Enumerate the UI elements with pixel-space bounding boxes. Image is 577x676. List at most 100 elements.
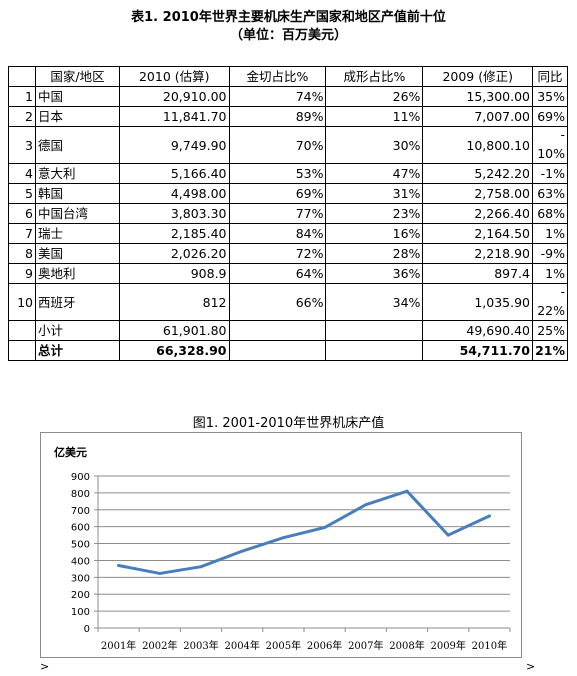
row-cutting: 74%	[228, 86, 327, 107]
row-index: 7	[8, 223, 36, 244]
table-row: 5 韩国 4,498.00 69% 31% 2,758.00 63%	[8, 183, 568, 204]
header-forming: 成形占比%	[325, 66, 424, 87]
header-country: 国家/地区	[35, 66, 120, 87]
row-cutting: 53%	[228, 163, 327, 184]
figure-title: 图1. 2001-2010年世界机床产值	[192, 416, 385, 431]
row-country: 西班牙	[35, 283, 120, 321]
y-tick-label: 900	[71, 472, 90, 483]
row-yoy-value: 22%	[537, 303, 565, 318]
row-2010: 11,841.70	[119, 106, 230, 127]
row-yoy: 68%	[532, 203, 568, 224]
y-tick-label: 0	[84, 624, 90, 635]
row-2010: 5,166.40	[119, 163, 230, 184]
total-cutting	[228, 340, 327, 361]
table-row: 6 中国台湾 3,803.30 77% 23% 2,266.40 68%	[8, 203, 568, 224]
row-cutting: 77%	[228, 203, 327, 224]
y-tick-label: 800	[71, 489, 90, 500]
subtotal-index	[8, 320, 36, 341]
row-2009: 15,300.00	[422, 86, 533, 107]
chart-border	[40, 432, 522, 658]
header-cutting: 金切占比%	[228, 66, 327, 87]
x-tick-label: 2007年	[348, 639, 383, 652]
row-2009: 10,800.10	[422, 126, 533, 164]
row-2009: 5,242.20	[422, 163, 533, 184]
row-forming: 34%	[325, 283, 424, 321]
y-axis-label: 亿美元	[54, 445, 87, 459]
total-2010: 66,328.90	[119, 340, 230, 361]
row-2009: 7,007.00	[422, 106, 533, 127]
data-point	[364, 503, 368, 507]
subtotal-2010: 61,901.80	[119, 320, 230, 341]
row-2009: 2,218.90	[422, 243, 533, 264]
table-row: 4 意大利 5,166.40 53% 47% 5,242.20 -1%	[8, 163, 568, 184]
x-tick-label: 2005年	[266, 639, 301, 652]
row-index: 10	[8, 283, 36, 321]
row-yoy: -1%	[532, 163, 568, 184]
row-forming: 23%	[325, 203, 424, 224]
row-2010: 812	[119, 283, 230, 321]
row-2010: 908.9	[119, 263, 230, 284]
total-label: 总计	[35, 340, 120, 361]
row-2010: 20,910.00	[119, 86, 230, 107]
row-yoy: 1%	[532, 223, 568, 244]
row-cutting: 72%	[228, 243, 327, 264]
row-yoy: 35%	[532, 86, 568, 107]
total-yoy: 21%	[532, 340, 568, 361]
table-row: 10 西班牙 812 66% 34% 1,035.90 - 22%	[8, 283, 568, 321]
table-row: 7 瑞士 2,185.40 84% 16% 2,164.50 1%	[8, 223, 568, 244]
marker-right: >	[526, 660, 536, 673]
table-row: 9 奥地利 908.9 64% 36% 897.4 1%	[8, 263, 568, 284]
row-2009: 2,266.40	[422, 203, 533, 224]
y-tick-label: 600	[71, 523, 90, 534]
row-cutting: 89%	[228, 106, 327, 127]
table-row: 3 德国 9,749.90 70% 30% 10,800.10 - 10%	[8, 126, 568, 164]
data-point	[487, 514, 491, 518]
row-index: 5	[8, 183, 36, 204]
row-cutting: 70%	[228, 126, 327, 164]
table-header-row: 国家/地区 2010 (估算) 金切占比% 成形占比% 2009 (修正) 同比	[8, 66, 568, 87]
x-tick-label: 2010年	[472, 639, 507, 652]
row-yoy: - 10%	[532, 126, 568, 164]
subtotal-label: 小计	[35, 320, 120, 341]
production-table: 国家/地区 2010 (估算) 金切占比% 成形占比% 2009 (修正) 同比…	[8, 66, 568, 361]
row-yoy-sign: -	[560, 284, 565, 299]
row-index: 6	[8, 203, 36, 224]
row-forming: 47%	[325, 163, 424, 184]
row-2010: 2,026.20	[119, 243, 230, 264]
table-row: 1 中国 20,910.00 74% 26% 15,300.00 35%	[8, 86, 568, 107]
row-country: 奥地利	[35, 263, 120, 284]
row-2009: 897.4	[422, 263, 533, 284]
data-point	[240, 549, 244, 553]
row-2009: 2,758.00	[422, 183, 533, 204]
row-cutting: 84%	[228, 223, 327, 244]
marker-left: >	[40, 660, 50, 673]
row-2009: 1,035.90	[422, 283, 533, 321]
row-yoy-value: 10%	[537, 146, 565, 161]
data-point	[117, 564, 121, 568]
header-2010: 2010 (估算)	[119, 66, 230, 87]
header-yoy: 同比	[532, 66, 568, 87]
data-point	[446, 533, 450, 537]
row-country: 瑞士	[35, 223, 120, 244]
x-tick-label: 2003年	[183, 639, 218, 652]
data-point	[405, 489, 409, 493]
header-index	[8, 66, 36, 87]
x-tick-label: 2008年	[389, 639, 424, 652]
row-2010: 2,185.40	[119, 223, 230, 244]
row-cutting: 69%	[228, 183, 327, 204]
row-country: 韩国	[35, 183, 120, 204]
total-2009: 54,711.70	[422, 340, 533, 361]
x-tick-label: 2004年	[224, 639, 259, 652]
table-unit: （单位：百万美元）	[229, 28, 347, 43]
y-tick-label: 100	[71, 607, 90, 618]
row-country: 意大利	[35, 163, 120, 184]
row-yoy: 63%	[532, 183, 568, 204]
row-forming: 11%	[325, 106, 424, 127]
x-tick-label: 2002年	[142, 639, 177, 652]
row-index: 4	[8, 163, 36, 184]
total-row: 总计 66,328.90 54,711.70 21%	[8, 340, 568, 361]
row-forming: 26%	[325, 86, 424, 107]
table-title: 表1. 2010年世界主要机床生产国家和地区产值前十位	[131, 10, 446, 25]
row-cutting: 66%	[228, 283, 327, 321]
subtotal-2009: 49,690.40	[422, 320, 533, 341]
